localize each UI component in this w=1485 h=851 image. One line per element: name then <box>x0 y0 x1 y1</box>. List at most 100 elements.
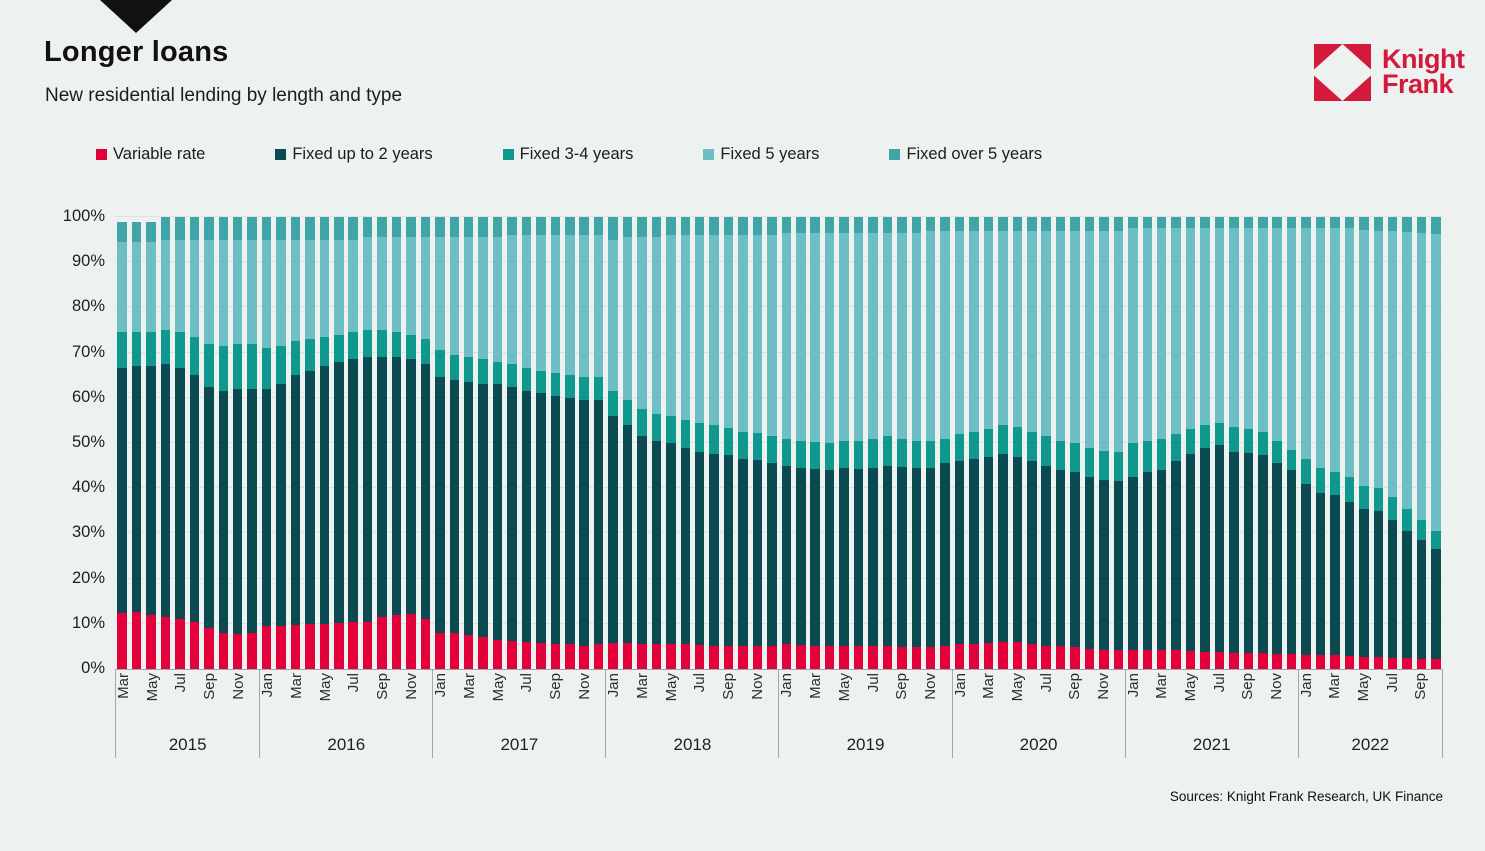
month-cell: Nov <box>403 670 420 730</box>
month-tick-label: Sep <box>1066 673 1084 700</box>
month-tick-label: May <box>662 673 680 702</box>
bar-segment <box>1229 652 1239 669</box>
bar-segment <box>247 343 257 389</box>
bar-segment <box>521 391 532 642</box>
bar-segment <box>117 221 127 242</box>
year-group-2019: Jan Mar May Jul Sep Nov 2019 <box>778 670 951 758</box>
month-cell: Jan <box>605 670 622 730</box>
month-cell <box>592 670 606 730</box>
bar-cell <box>1270 217 1284 669</box>
bar-cell <box>1342 217 1356 669</box>
bar-segment <box>868 438 878 468</box>
bar-cell <box>1357 217 1371 669</box>
legend-label: Fixed 5 years <box>720 145 820 163</box>
bar-segment <box>1041 465 1051 646</box>
bar-segment <box>478 384 488 638</box>
bar-cell <box>635 217 649 669</box>
stacked-bar <box>348 217 358 669</box>
stacked-bar <box>1286 217 1297 669</box>
bar-segment <box>1012 230 1023 428</box>
bar-segment <box>853 217 864 233</box>
bar-segment <box>709 424 719 455</box>
bar-segment <box>608 642 618 669</box>
bar-segment <box>1055 217 1066 231</box>
bar-segment <box>824 470 835 647</box>
bar-segment <box>1200 651 1210 669</box>
bar-segment <box>492 384 503 640</box>
bar-cell <box>231 217 245 669</box>
bar-cell <box>952 217 966 669</box>
bar-segment <box>796 217 806 233</box>
bar-cell <box>476 217 490 669</box>
gridline <box>115 216 1443 217</box>
bar-cell <box>851 217 865 669</box>
bar-cell <box>202 217 216 669</box>
bar-segment <box>377 237 387 331</box>
bar-segment <box>1373 510 1384 658</box>
bar-segment <box>1171 228 1181 434</box>
month-cell: May <box>317 670 334 730</box>
bar-cell <box>1097 217 1111 669</box>
bar-cell <box>1183 217 1197 669</box>
bar-segment <box>1258 228 1268 432</box>
bar-segment <box>1330 655 1340 669</box>
bar-segment <box>579 377 589 401</box>
month-tick-label: Sep <box>720 673 738 700</box>
bar-segment <box>680 420 691 448</box>
bar-cell <box>606 217 620 669</box>
stacked-bar <box>565 217 575 669</box>
bar-segment <box>911 232 922 441</box>
bar-segment <box>1330 472 1340 495</box>
bar-segment <box>1171 217 1181 229</box>
bar-segment <box>189 239 200 337</box>
month-cell <box>246 670 260 730</box>
bar-segment <box>507 235 517 364</box>
bar-segment <box>1171 434 1181 462</box>
stacked-bar <box>940 217 950 669</box>
stacked-bar <box>781 217 792 669</box>
bar-segment <box>1431 531 1441 550</box>
month-cell: May <box>144 670 161 730</box>
stacked-bar <box>1128 217 1138 669</box>
month-cell <box>361 670 375 730</box>
legend-swatch-icon <box>502 149 514 160</box>
bar-cell <box>129 217 143 669</box>
logo-line2: Frank <box>1382 69 1454 99</box>
stacked-bar <box>1373 217 1384 669</box>
bar-cell <box>981 217 995 669</box>
bar-segment <box>1301 228 1311 459</box>
month-tick-label: Jan <box>1297 673 1315 698</box>
month-cell <box>852 670 866 730</box>
bar-cell <box>1386 217 1400 669</box>
month-cell <box>1342 670 1356 730</box>
month-cell: Sep <box>720 670 738 730</box>
bar-segment <box>680 644 691 669</box>
bar-segment <box>969 431 979 459</box>
bar-segment <box>1344 501 1355 657</box>
bar-segment <box>680 447 691 645</box>
stacked-bar <box>1156 217 1167 669</box>
bar-segment <box>810 217 820 233</box>
bar-cell <box>1111 217 1125 669</box>
bar-segment <box>1214 228 1225 423</box>
bar-segment <box>276 384 286 627</box>
month-cell <box>563 670 577 730</box>
month-cell: May <box>836 670 853 730</box>
bar-segment <box>449 379 460 633</box>
bar-segment <box>868 646 878 669</box>
bar-segment <box>1243 228 1254 430</box>
stacked-bar <box>824 217 835 669</box>
month-tick-label: Nov <box>1268 673 1286 700</box>
bar-cell <box>173 217 187 669</box>
gridline <box>115 487 1443 489</box>
bar-segment <box>189 375 200 622</box>
bar-segment <box>1243 452 1254 654</box>
source-note: Sources: Knight Frank Research, UK Finan… <box>1169 789 1443 804</box>
bar-segment <box>1099 649 1109 669</box>
bar-segment <box>1387 657 1398 669</box>
month-tick-label: Nov <box>921 673 939 700</box>
bar-segment <box>478 217 488 238</box>
bar-segment <box>334 622 344 669</box>
month-cell: Jan <box>778 670 795 730</box>
bar-segment <box>868 217 878 233</box>
